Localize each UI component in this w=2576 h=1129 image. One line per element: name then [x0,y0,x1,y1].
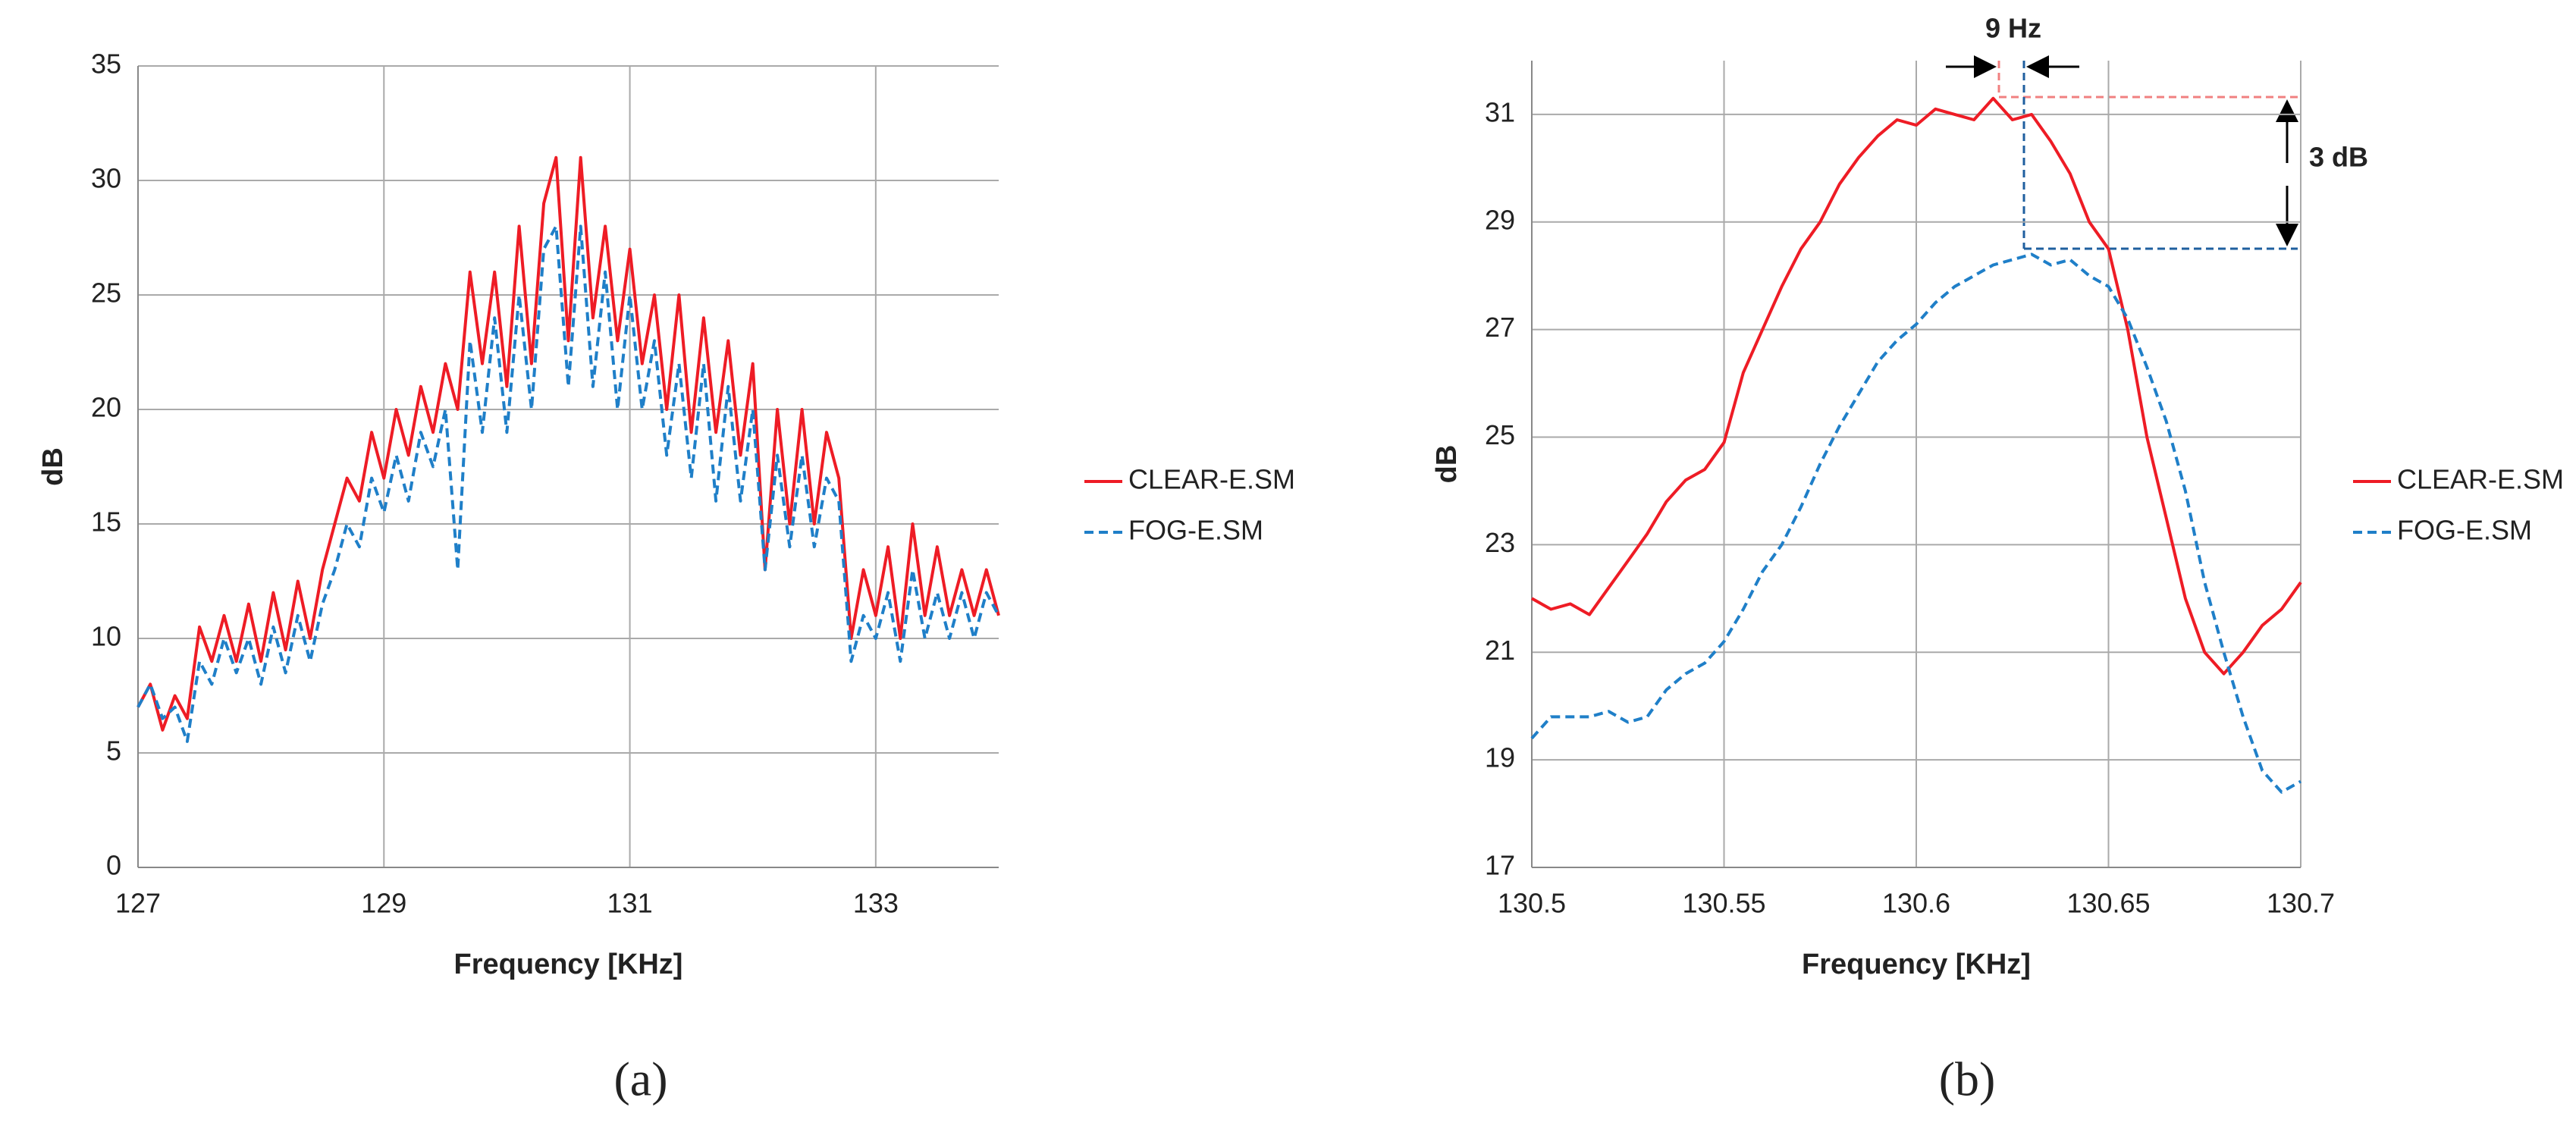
x-tick-label: 133 [853,888,899,919]
x-tick-label: 130.5 [1498,888,1566,919]
y-axis-title: dB [37,447,69,486]
x-axis-title: Frequency [KHz] [1802,949,2031,980]
y-tick-label: 0 [106,850,121,881]
caption: (a) [613,1052,667,1106]
y-tick-label: 5 [106,735,121,767]
legend-label: FOG-E.SM [1128,515,1263,546]
y-tick-label: 29 [1485,204,1515,235]
y-tick-label: 10 [91,621,121,652]
y-tick-label: 15 [91,506,121,538]
legend-label: CLEAR-E.SM [2397,464,2564,495]
y-tick-label: 25 [91,278,121,309]
y-tick-label: 31 [1485,96,1515,127]
y-tick-label: 20 [91,392,121,423]
annotation: 9 Hz [1985,13,2041,44]
x-tick-label: 130.6 [1882,888,1950,919]
x-tick-label: 129 [361,888,406,919]
legend-label: CLEAR-E.SM [1128,464,1295,495]
series-line [1531,96,2302,676]
series-line [136,224,1000,743]
y-tick-label: 30 [91,163,121,194]
y-tick-label: 35 [91,49,121,80]
y-axis-title: dB [1431,445,1463,484]
y-tick-label: 27 [1485,312,1515,343]
y-tick-label: 21 [1485,635,1515,666]
y-tick-label: 25 [1485,419,1515,450]
y-tick-label: 19 [1485,742,1515,773]
annotation-guides [1946,55,2298,250]
caption: (b) [1939,1052,1996,1106]
annotation: 3 dB [2309,142,2368,173]
x-tick-label: 130.55 [1682,888,1765,919]
x-tick-label: 130.65 [2066,888,2150,919]
x-tick-label: 131 [607,888,653,919]
x-axis-title: Frequency [KHz] [454,949,683,980]
y-tick-label: 23 [1485,527,1515,558]
x-tick-label: 127 [115,888,161,919]
series-line [1530,252,2301,794]
series-line [136,155,1000,732]
y-tick-label: 17 [1485,850,1515,881]
x-tick-label: 130.7 [2267,888,2335,919]
legend-label: FOG-E.SM [2397,515,2532,546]
